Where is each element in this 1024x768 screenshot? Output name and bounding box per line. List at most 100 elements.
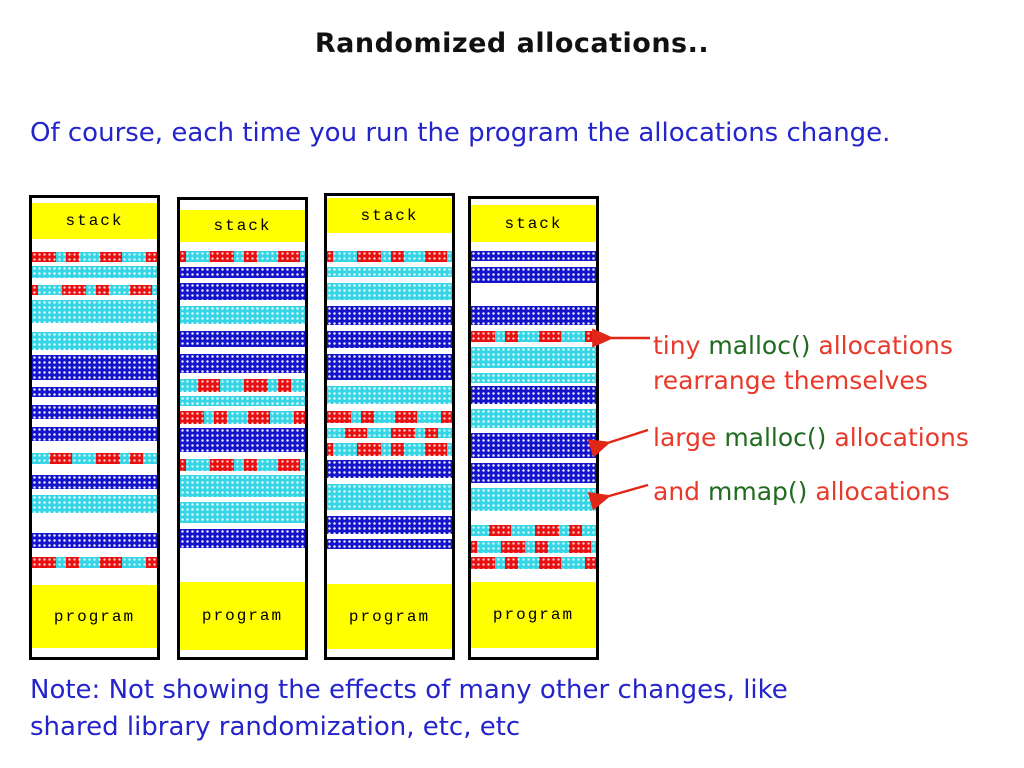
memory-band-tiny — [327, 251, 452, 262]
memory-band-tiny — [180, 459, 305, 471]
memory-band-mmap — [327, 386, 452, 404]
memory-band-tiny — [471, 557, 596, 569]
memory-band-gap — [327, 534, 452, 539]
annotation-tiny-malloc: tiny malloc() allocations rearrange thems… — [653, 328, 953, 398]
program-label: program — [53, 607, 136, 626]
program-label: program — [492, 606, 575, 624]
memory-band-large — [180, 354, 305, 373]
memory-band-tiny — [32, 453, 157, 464]
memory-band-tiny — [471, 525, 596, 536]
memory-band-large — [471, 251, 596, 261]
memory-band-mmap — [32, 300, 157, 323]
memory-band-gap — [327, 348, 452, 354]
memory-band-large — [32, 355, 157, 380]
annotation-segment: and — [653, 477, 708, 506]
slide-title: Randomized allocations.. — [314, 28, 710, 59]
memory-band-mmap — [327, 484, 452, 510]
memory-band-gap — [32, 198, 157, 203]
memory-band-program: program — [32, 585, 157, 648]
memory-band-tiny — [471, 331, 596, 342]
stack-label: stack — [504, 214, 563, 233]
memory-band-large — [180, 428, 305, 452]
memory-band-gap — [180, 347, 305, 354]
memory-band-mmap — [327, 267, 452, 277]
memory-band-gap — [32, 441, 157, 453]
memory-band-gap — [471, 458, 596, 463]
program-label: program — [348, 607, 431, 626]
memory-band-large — [327, 331, 452, 348]
memory-band-gap — [32, 323, 157, 332]
memory-band-gap — [471, 553, 596, 557]
memory-band-stack: stack — [32, 203, 157, 239]
memory-band-gap — [471, 404, 596, 409]
memory-band-gap — [471, 511, 596, 525]
memory-band-mmap — [471, 409, 596, 428]
memory-band-mmap — [180, 306, 305, 324]
memory-band-large — [32, 533, 157, 548]
memory-band-gap — [32, 350, 157, 355]
memory-band-gap — [327, 438, 452, 443]
memory-band-gap — [327, 456, 452, 460]
annotation-line: large malloc() allocations — [653, 420, 969, 455]
memory-band-tiny — [180, 251, 305, 262]
memory-band-mmap — [327, 283, 452, 300]
memory-band-gap — [32, 262, 157, 266]
memory-band-large — [327, 516, 452, 534]
memory-band-gap — [327, 423, 452, 428]
memory-band-tiny — [471, 541, 596, 553]
memory-band-program: program — [471, 582, 596, 648]
memory-band-program: program — [327, 584, 452, 649]
memory-band-gap — [32, 464, 157, 475]
memory-band-gap — [327, 262, 452, 267]
program-label: program — [201, 607, 284, 625]
memory-band-tiny — [327, 443, 452, 456]
memory-band-tiny — [32, 557, 157, 568]
memory-band-gap — [32, 568, 157, 585]
memory-band-mmap — [471, 373, 596, 383]
bottom-note-line2: shared library randomization, etc, etc — [30, 712, 521, 742]
memory-band-gap — [180, 523, 305, 529]
memory-band-gap — [327, 277, 452, 283]
memory-band-tiny — [32, 252, 157, 262]
annotation-line: tiny malloc() allocations — [653, 328, 953, 363]
memory-band-large — [180, 283, 305, 300]
memory-band-large — [180, 267, 305, 278]
bottom-note-line1: Note: Not showing the effects of many ot… — [30, 675, 788, 705]
memory-band-gap — [180, 262, 305, 267]
memory-band-gap — [471, 648, 596, 657]
memory-band-gap — [32, 397, 157, 405]
memory-band-large — [471, 463, 596, 483]
memory-band-large — [327, 306, 452, 325]
memory-band-gap — [327, 233, 452, 251]
memory-column: stack program — [177, 197, 308, 660]
memory-band-gap — [180, 650, 305, 657]
memory-band-gap — [180, 278, 305, 283]
memory-band-gap — [180, 242, 305, 251]
memory-band-gap — [471, 199, 596, 205]
memory-band-gap — [32, 380, 157, 387]
memory-band-gap — [32, 548, 157, 557]
memory-band-mmap — [32, 266, 157, 278]
arrow-mmap-icon — [588, 483, 649, 511]
memory-band-gap — [180, 424, 305, 428]
arrow-large-malloc-icon — [588, 428, 649, 458]
memory-band-gap — [32, 513, 157, 533]
memory-band-gap — [327, 196, 452, 198]
annotation-arrows — [588, 328, 650, 511]
bottom-note: Note: Not showing the effects of many ot… — [30, 672, 970, 746]
memory-band-stack: stack — [180, 210, 305, 242]
memory-band-gap — [32, 278, 157, 285]
memory-band-gap — [471, 283, 596, 306]
annotation-segment: tiny — [653, 331, 709, 360]
memory-band-gap — [327, 510, 452, 516]
memory-band-stack: stack — [327, 198, 452, 233]
memory-band-mmap — [32, 332, 157, 350]
memory-band-large — [471, 386, 596, 404]
annotation-line2: rearrange themselves — [653, 366, 928, 395]
memory-band-gap — [471, 261, 596, 267]
memory-band-stack: stack — [471, 205, 596, 242]
memory-band-gap — [180, 392, 305, 396]
memory-band-mmap — [180, 396, 305, 406]
annotation-line: and mmap() allocations — [653, 474, 950, 509]
stack-label: stack — [65, 212, 124, 230]
